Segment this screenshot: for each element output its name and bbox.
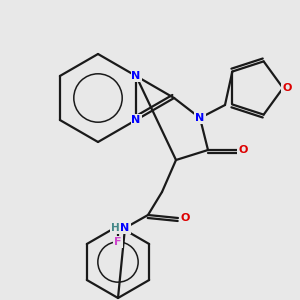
Text: O: O	[180, 213, 190, 223]
Text: N: N	[195, 113, 205, 123]
Text: N: N	[131, 71, 141, 81]
Text: N: N	[120, 223, 130, 233]
Text: O: O	[238, 145, 248, 155]
Text: F: F	[114, 237, 122, 247]
Text: N: N	[131, 115, 141, 125]
Text: O: O	[282, 83, 292, 93]
Text: H: H	[111, 223, 119, 233]
